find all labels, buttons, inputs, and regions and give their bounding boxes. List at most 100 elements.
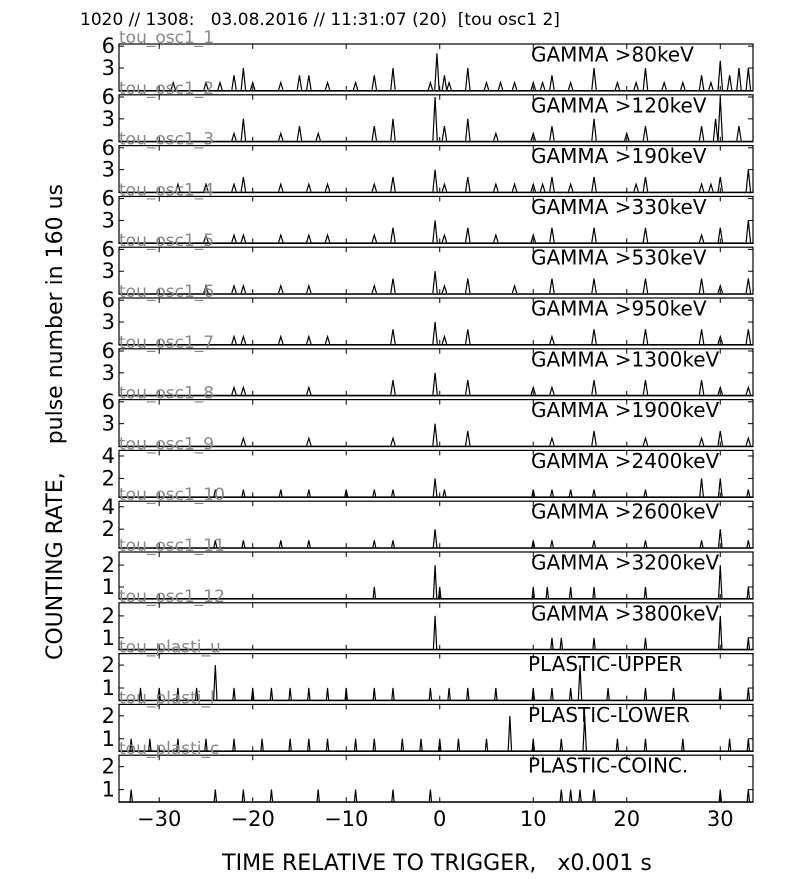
spike bbox=[390, 380, 396, 395]
spike bbox=[441, 75, 448, 90]
spike bbox=[260, 738, 264, 752]
spike bbox=[306, 283, 312, 294]
spike bbox=[441, 334, 448, 345]
y-tick-label: 6 bbox=[102, 237, 115, 261]
spike bbox=[642, 436, 649, 446]
spike bbox=[746, 687, 751, 701]
y-tick-label: 1 bbox=[102, 575, 115, 599]
x-tick-label: 10 bbox=[520, 807, 547, 831]
spike bbox=[559, 637, 564, 650]
spike bbox=[592, 637, 596, 650]
spike bbox=[577, 665, 583, 701]
spike bbox=[432, 565, 438, 599]
panel-marks bbox=[119, 423, 753, 447]
channel-label: tou_osc1_5 bbox=[119, 231, 214, 251]
panel-marks bbox=[119, 220, 753, 244]
spike bbox=[726, 75, 733, 90]
spike bbox=[643, 637, 648, 650]
spike bbox=[642, 176, 649, 192]
spike bbox=[530, 232, 537, 243]
panel-label: PLASTIC-LOWER bbox=[528, 703, 690, 727]
panel-frame bbox=[118, 145, 754, 194]
spike bbox=[465, 278, 471, 294]
spike bbox=[530, 131, 537, 141]
spike bbox=[745, 385, 752, 395]
spike bbox=[175, 182, 181, 192]
spike bbox=[717, 283, 724, 294]
spike bbox=[296, 126, 303, 141]
panel-label: GAMMA >330keV bbox=[531, 195, 707, 219]
spike bbox=[465, 176, 471, 192]
spike bbox=[391, 687, 395, 701]
spike bbox=[204, 738, 208, 752]
spike bbox=[633, 182, 639, 192]
panel-frame bbox=[118, 602, 754, 651]
spike bbox=[446, 80, 452, 91]
y-tick-label: 2 bbox=[102, 704, 115, 728]
spike bbox=[539, 182, 546, 192]
spike bbox=[530, 80, 537, 91]
spike bbox=[493, 182, 499, 192]
spike bbox=[434, 53, 440, 90]
y-tick-label: 3 bbox=[102, 208, 115, 232]
x-axis-label: TIME RELATIVE TO TRIGGER, x0.001 s bbox=[221, 851, 652, 876]
spike bbox=[400, 738, 405, 752]
spike bbox=[241, 540, 246, 549]
spike bbox=[745, 278, 752, 294]
spike bbox=[642, 329, 649, 344]
channel-label: tou_osc1_12 bbox=[119, 587, 225, 607]
spike bbox=[717, 615, 723, 650]
spike bbox=[176, 738, 180, 752]
panel-marks bbox=[119, 372, 753, 396]
spike bbox=[217, 80, 223, 91]
y-tick-label: 6 bbox=[102, 339, 115, 363]
spike bbox=[745, 67, 752, 90]
panel-label: GAMMA >3800keV bbox=[531, 601, 720, 625]
spike bbox=[344, 687, 349, 701]
spike bbox=[633, 80, 639, 91]
channel-label: tou_osc1_1 bbox=[119, 28, 214, 48]
y-tick-label: 2 bbox=[102, 604, 115, 628]
spike bbox=[643, 687, 648, 701]
spike bbox=[441, 283, 448, 294]
x-tick-label: −10 bbox=[324, 807, 368, 831]
panel-label: GAMMA >190keV bbox=[531, 144, 707, 168]
x-tick-label: 30 bbox=[707, 807, 734, 831]
spike bbox=[591, 329, 597, 344]
spike bbox=[203, 232, 209, 243]
spike bbox=[745, 329, 752, 344]
spike bbox=[698, 75, 705, 90]
spike bbox=[464, 67, 471, 90]
spike bbox=[549, 75, 555, 90]
spike bbox=[708, 182, 714, 192]
spike bbox=[591, 380, 597, 395]
spike bbox=[240, 232, 247, 243]
panel-frame bbox=[118, 500, 754, 549]
panel-frame bbox=[118, 94, 754, 143]
y-tick-label: 2 bbox=[102, 653, 115, 677]
spike bbox=[671, 687, 676, 701]
spike bbox=[698, 232, 705, 243]
spike bbox=[129, 789, 133, 803]
spike bbox=[698, 278, 705, 294]
spike bbox=[277, 80, 284, 91]
panel-label: PLASTIC-COINC. bbox=[528, 754, 688, 778]
spike bbox=[614, 80, 621, 91]
channel-label: tou_plasti_c bbox=[119, 739, 219, 759]
channel-label: tou_osc1_3 bbox=[119, 130, 214, 150]
spike bbox=[441, 126, 448, 141]
panel-label: PLASTIC-UPPER bbox=[528, 652, 683, 676]
spike bbox=[390, 118, 396, 141]
spike bbox=[745, 220, 752, 243]
spike bbox=[269, 687, 274, 701]
channel-label: tou_osc1_11 bbox=[119, 536, 225, 556]
y-tick-label: 6 bbox=[102, 390, 115, 414]
spike bbox=[432, 529, 438, 549]
spike bbox=[550, 637, 554, 650]
spike bbox=[278, 540, 283, 549]
spike bbox=[428, 789, 433, 803]
y-tick-label: 1 bbox=[102, 727, 115, 751]
spike bbox=[277, 131, 284, 141]
channel-label: tou_osc1_9 bbox=[119, 434, 214, 454]
spike bbox=[231, 232, 237, 243]
